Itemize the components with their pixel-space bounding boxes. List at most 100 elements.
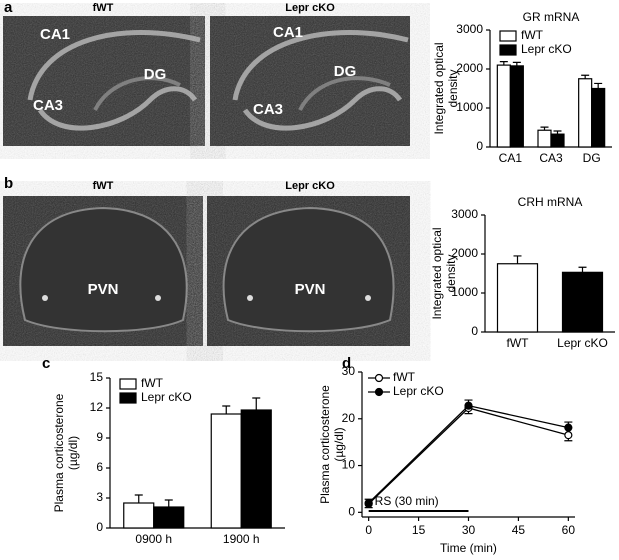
x-tick-label: 0 <box>365 523 372 537</box>
point <box>564 431 573 440</box>
bar <box>123 502 155 529</box>
image-label: DG <box>144 66 167 83</box>
panel-label: d <box>342 355 351 372</box>
x-tick-label: 1900 h <box>223 532 260 546</box>
bar <box>591 87 606 148</box>
bar <box>550 133 565 148</box>
micrograph <box>3 196 203 346</box>
y-tick-label: 1000 <box>456 100 483 114</box>
y-tick-label: 3000 <box>451 207 478 221</box>
micrograph <box>207 196 410 346</box>
micrograph <box>3 16 205 146</box>
legend-label: Lepr cKO <box>141 390 192 404</box>
bar <box>496 64 511 148</box>
legend-swatch <box>119 392 137 404</box>
image-label: CA3 <box>33 97 63 114</box>
x-tick-label: 30 <box>462 523 476 537</box>
bar <box>509 65 524 148</box>
y-tick-label: 0 <box>471 324 478 338</box>
bar <box>496 263 539 333</box>
error-bar <box>594 82 603 89</box>
y-tick-label: 30 <box>342 364 356 378</box>
error-bar <box>222 405 231 414</box>
annotation: RS (30 min) <box>375 494 439 508</box>
point <box>464 401 473 410</box>
image-label: PVN <box>295 281 326 298</box>
y-axis-label: density <box>444 254 458 292</box>
x-tick-label: DG <box>583 151 601 165</box>
y-tick-label: 1000 <box>451 285 478 299</box>
legend-label: fWT <box>393 370 416 384</box>
legend-swatch <box>499 30 517 42</box>
bar <box>153 506 185 529</box>
legend-label: Lepr cKO <box>393 384 444 398</box>
legend-marker <box>374 373 384 383</box>
panel-label: c <box>42 355 50 372</box>
bar <box>537 129 552 148</box>
image-caption: fWT <box>93 2 114 14</box>
y-tick-label: 9 <box>96 430 103 444</box>
y-tick-label: 0 <box>348 504 355 518</box>
y-axis-label: (µg/dl) <box>66 436 80 470</box>
error-bar <box>252 397 261 410</box>
image-label: DG <box>334 63 357 80</box>
error-bar <box>164 499 173 507</box>
x-tick-label: CA3 <box>539 151 563 165</box>
bar <box>240 409 272 529</box>
y-axis-label: Plasma corticosterone <box>318 385 332 504</box>
legend-marker <box>374 387 384 397</box>
point <box>564 423 573 432</box>
legend-label: Lepr cKO <box>521 42 572 56</box>
y-tick-label: 2000 <box>456 61 483 75</box>
image-label: CA1 <box>40 26 70 43</box>
bar <box>561 271 604 333</box>
y-axis-label: (µg/dl) <box>332 427 346 461</box>
y-axis-label: Plasma corticosterone <box>52 393 66 512</box>
panel-label: a <box>4 0 13 16</box>
error-bar <box>578 266 587 273</box>
y-axis-label: Integrated optical <box>432 42 446 134</box>
x-axis-label: Time (min) <box>440 541 497 555</box>
image-label: CA3 <box>253 101 283 118</box>
y-tick-label: 15 <box>90 370 104 384</box>
legend-swatch <box>119 378 137 390</box>
image-caption: fWT <box>93 180 114 192</box>
y-axis-label: Integrated optical <box>430 227 444 319</box>
y-tick-label: 0 <box>96 520 103 534</box>
micrograph <box>210 16 410 146</box>
y-tick-label: 3000 <box>456 22 483 36</box>
point <box>364 498 373 508</box>
chart-title: GR mRNA <box>523 10 580 24</box>
legend-label: fWT <box>521 28 544 42</box>
bar <box>210 413 242 529</box>
line <box>368 404 569 504</box>
x-tick-label: 0900 h <box>135 532 172 546</box>
y-axis-label: density <box>446 69 460 107</box>
image-label: PVN <box>88 281 119 298</box>
image-caption: Lepr cKO <box>285 180 335 192</box>
image-caption: Lepr cKO <box>285 2 335 14</box>
y-tick-label: 2000 <box>451 246 478 260</box>
x-tick-label: Lepr cKO <box>557 336 608 350</box>
y-tick-label: 3 <box>96 490 103 504</box>
panel-label: b <box>4 175 13 192</box>
y-tick-label: 6 <box>96 460 103 474</box>
x-tick-label: CA1 <box>499 151 523 165</box>
bar <box>578 78 593 148</box>
legend-swatch <box>499 44 517 56</box>
x-tick-label: 60 <box>562 523 576 537</box>
error-bar <box>513 255 522 264</box>
x-tick-label: 15 <box>412 523 426 537</box>
y-tick-label: 20 <box>342 411 356 425</box>
x-tick-label: fWT <box>507 336 530 350</box>
y-tick-label: 10 <box>342 458 356 472</box>
image-label: CA1 <box>273 24 303 41</box>
line <box>368 407 569 505</box>
chart-title: CRH mRNA <box>518 195 583 209</box>
y-tick-label: 0 <box>476 139 483 153</box>
y-tick-label: 12 <box>90 400 104 414</box>
error-bar <box>134 494 143 503</box>
x-tick-label: 45 <box>512 523 526 537</box>
legend-label: fWT <box>141 376 164 390</box>
